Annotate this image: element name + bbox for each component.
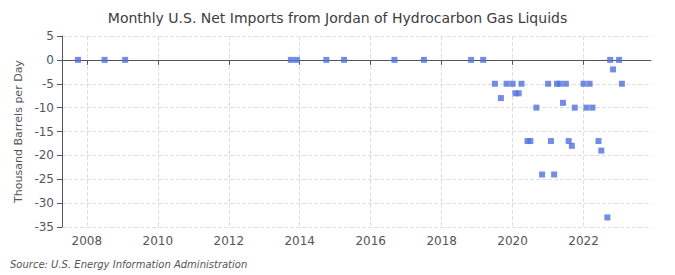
svg-text:-35: -35 <box>34 220 54 234</box>
svg-text:-15: -15 <box>34 125 54 139</box>
svg-text:2016: 2016 <box>355 234 386 248</box>
svg-text:5: 5 <box>46 29 54 43</box>
svg-text:2020: 2020 <box>497 234 528 248</box>
svg-text:2012: 2012 <box>213 234 244 248</box>
svg-text:-10: -10 <box>34 101 54 115</box>
svg-text:0: 0 <box>46 53 54 67</box>
svg-text:2014: 2014 <box>284 234 315 248</box>
svg-text:Source: U.S. Energy Informatio: Source: U.S. Energy Information Administ… <box>10 259 247 270</box>
svg-text:2018: 2018 <box>426 234 457 248</box>
svg-text:-25: -25 <box>34 172 54 186</box>
svg-text:-20: -20 <box>34 148 54 162</box>
svg-text:-5: -5 <box>42 77 54 91</box>
svg-text:2008: 2008 <box>72 234 103 248</box>
svg-text:Thousand Barrels per Day: Thousand Barrels per Day <box>12 60 25 204</box>
svg-text:Monthly U.S. Net Imports from: Monthly U.S. Net Imports from Jordan of … <box>108 10 567 26</box>
svg-text:2022: 2022 <box>568 234 599 248</box>
svg-text:-30: -30 <box>34 196 54 210</box>
svg-text:2010: 2010 <box>143 234 174 248</box>
